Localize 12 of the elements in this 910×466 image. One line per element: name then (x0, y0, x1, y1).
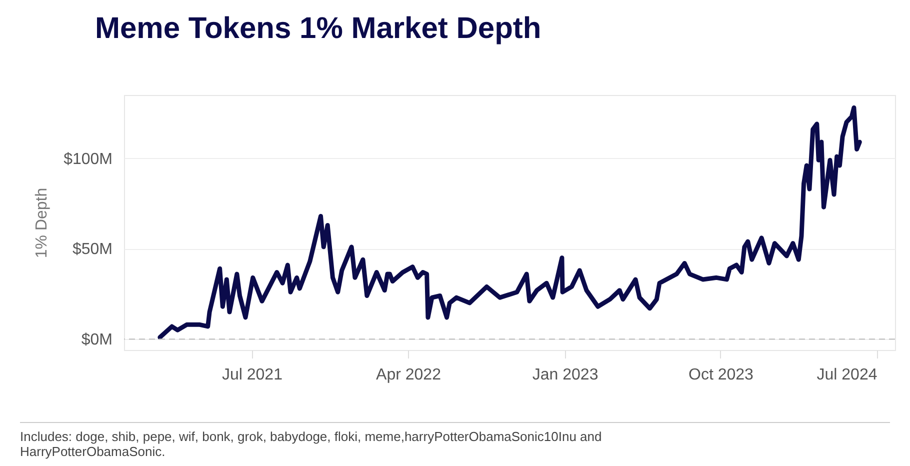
x-tick-label: Oct 2023 (688, 366, 754, 384)
line-series (158, 105, 862, 340)
x-tick-label: Jul 2024 (816, 366, 878, 384)
x-tick-label: Apr 2022 (376, 366, 442, 384)
text: Includes: doge, shib, pepe, wif, bonk, grok, babydoge, floki, meme,harryPotterObamaSonic10Inu and HarryPotterObamaSonic. (20, 429, 603, 459)
x-tick-label: Jan 2023 (532, 366, 598, 384)
y-tick-label: $100M (64, 150, 112, 168)
x-tick-label: Jul 2021 (222, 366, 283, 384)
y-axis-title: 1% Depth (34, 188, 51, 258)
y-tick-label: $50M (72, 241, 112, 258)
y-tick-label: $0M (81, 332, 112, 349)
chart-title: Meme Tokens 1% Market Depth (95, 12, 542, 46)
